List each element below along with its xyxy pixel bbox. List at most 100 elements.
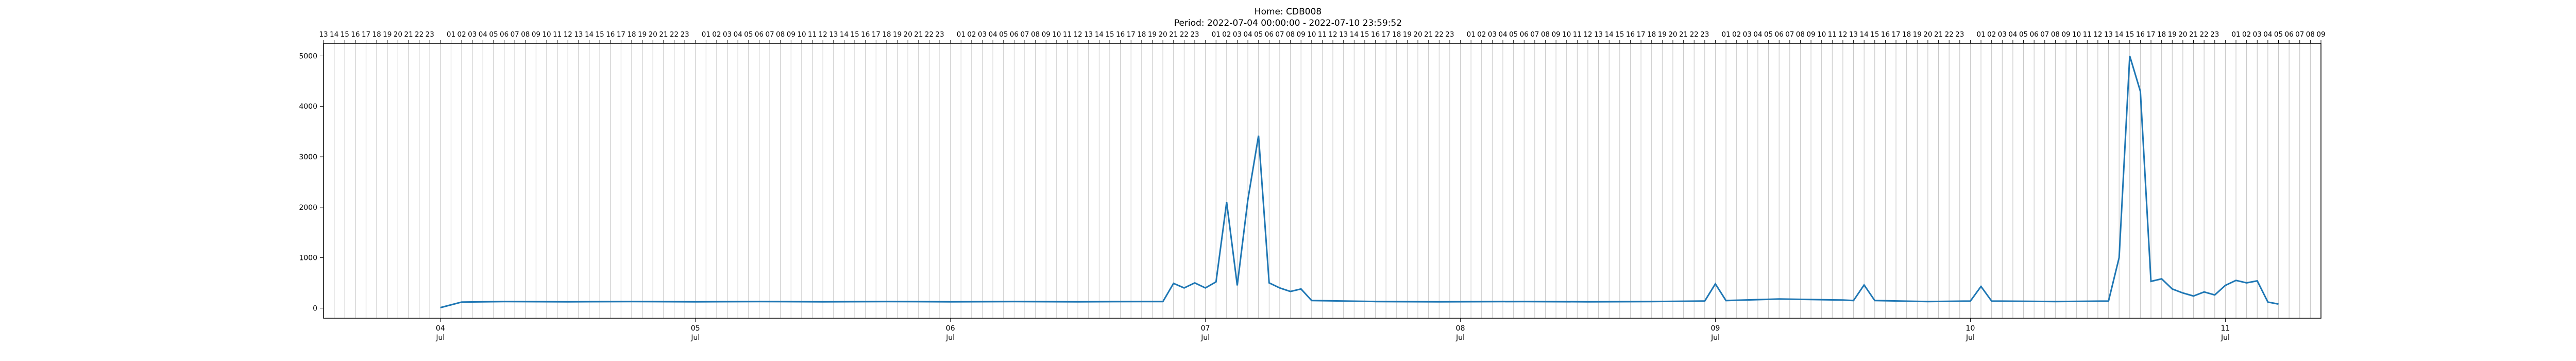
hour-tick-label: 04: [2263, 30, 2272, 39]
hour-tick-label: 12: [564, 30, 572, 39]
hour-tick-label: 04: [479, 30, 487, 39]
hour-tick-label: 08: [2306, 30, 2315, 39]
hour-tick-label: 06: [1265, 30, 1274, 39]
hour-tick-label: 09: [1297, 30, 1306, 39]
hour-tick-label: 22: [670, 30, 679, 39]
hour-tick-label: 17: [362, 30, 370, 39]
hour-tick-label: 23: [1700, 30, 1709, 39]
x-tick-day-label: 06: [946, 324, 955, 333]
hour-tick-label: 18: [1137, 30, 1146, 39]
hour-tick-label: 10: [542, 30, 551, 39]
hour-tick-label: 03: [723, 30, 732, 39]
hour-tick-label: 16: [1371, 30, 1380, 39]
hour-tick-label: 06: [2285, 30, 2294, 39]
hour-tick-label: 09: [2316, 30, 2325, 39]
hour-tick-label: 19: [383, 30, 392, 39]
hour-tick-label: 16: [861, 30, 870, 39]
hour-tick-label: 02: [967, 30, 976, 39]
hour-tick-label: 15: [1615, 30, 1624, 39]
hour-tick-label: 19: [1913, 30, 1922, 39]
hour-tick-label: 07: [2040, 30, 2049, 39]
hour-tick-label: 21: [404, 30, 413, 39]
hour-tick-label: 15: [1360, 30, 1369, 39]
y-tick-label: 4000: [299, 103, 317, 111]
hour-tick-label: 07: [1530, 30, 1539, 39]
hour-tick-label: 09: [1807, 30, 1816, 39]
hour-tick-label: 08: [521, 30, 530, 39]
hour-tick-label: 02: [1987, 30, 1996, 39]
x-tick-month-label: Jul: [1200, 334, 1210, 342]
hour-tick-label: 05: [2019, 30, 2028, 39]
hour-tick-label: 04: [989, 30, 997, 39]
hour-tick-label: 03: [1488, 30, 1497, 39]
hour-tick-label: 13: [574, 30, 583, 39]
hour-tick-label: 06: [1520, 30, 1529, 39]
x-tick-day-label: 10: [1966, 324, 1975, 333]
hour-tick-label: 18: [1902, 30, 1911, 39]
x-tick-day-label: 05: [691, 324, 700, 333]
y-tick-label: 2000: [299, 204, 317, 212]
hour-tick-label: 20: [649, 30, 657, 39]
chart-subtitle: Period: 2022-07-04 00:00:00 - 2022-07-10…: [1174, 18, 1402, 28]
hour-tick-label: 18: [627, 30, 636, 39]
hour-tick-label: 01: [957, 30, 965, 39]
hour-tick-label: 16: [2136, 30, 2145, 39]
hour-tick-label: 20: [2178, 30, 2187, 39]
series-line: [440, 55, 2279, 308]
hour-tick-label: 05: [744, 30, 753, 39]
hour-tick-label: 07: [1275, 30, 1284, 39]
x-tick-month-label: Jul: [1965, 334, 1975, 342]
hour-tick-label: 09: [787, 30, 795, 39]
hour-tick-label: 10: [2072, 30, 2081, 39]
hour-tick-label: 13: [1849, 30, 1858, 39]
hour-tick-label: 23: [681, 30, 689, 39]
hour-tick-label: 21: [914, 30, 923, 39]
hour-tick-label: 12: [1074, 30, 1082, 39]
hour-tick-label: 22: [1180, 30, 1189, 39]
x-tick-month-label: Jul: [945, 334, 955, 342]
hour-tick-label: 01: [2231, 30, 2240, 39]
hour-tick-label: 08: [1541, 30, 1550, 39]
hour-tick-label: 02: [1222, 30, 1231, 39]
hour-tick-label: 21: [1934, 30, 1943, 39]
hour-tick-label: 17: [1382, 30, 1391, 39]
hour-tick-label: 21: [1169, 30, 1178, 39]
hour-tick-label: 06: [500, 30, 509, 39]
hour-tick-label: 04: [1244, 30, 1252, 39]
hour-tick-label: 23: [1190, 30, 1199, 39]
hour-tick-label: 13: [1594, 30, 1603, 39]
hour-tick-label: 10: [1307, 30, 1316, 39]
x-tick-day-label: 08: [1456, 324, 1465, 333]
hour-tick-label: 14: [1350, 30, 1359, 39]
hour-tick-label: 23: [1955, 30, 1964, 39]
hour-tick-label: 17: [872, 30, 880, 39]
hour-tick-label: 05: [1509, 30, 1518, 39]
hour-tick-label: 20: [1668, 30, 1677, 39]
hour-tick-label: 23: [426, 30, 434, 39]
hour-tick-label: 10: [1052, 30, 1061, 39]
hour-tick-label: 06: [1775, 30, 1784, 39]
hour-tick-label: 01: [1976, 30, 1985, 39]
hour-tick-label: 09: [1042, 30, 1050, 39]
hour-tick-label: 01: [702, 30, 710, 39]
x-tick-day-label: 04: [436, 324, 445, 333]
hour-tick-label: 23: [2210, 30, 2219, 39]
hour-tick-label: 02: [712, 30, 721, 39]
hour-tick-label: 19: [1658, 30, 1667, 39]
hour-tick-label: 08: [776, 30, 785, 39]
hour-tick-label: 15: [341, 30, 349, 39]
hour-tick-label: 12: [1583, 30, 1592, 39]
hour-tick-label: 14: [585, 30, 594, 39]
hour-tick-label: 21: [1679, 30, 1688, 39]
hour-tick-label: 22: [925, 30, 934, 39]
hour-tick-label: 09: [1552, 30, 1561, 39]
hour-tick-label: 06: [1010, 30, 1019, 39]
hour-tick-label: 13: [319, 30, 328, 39]
x-tick-day-label: 07: [1201, 324, 1210, 333]
hour-tick-label: 16: [1116, 30, 1125, 39]
hour-tick-label: 12: [2093, 30, 2102, 39]
hour-tick-label: 22: [1690, 30, 1699, 39]
hour-tick-label: 07: [511, 30, 519, 39]
